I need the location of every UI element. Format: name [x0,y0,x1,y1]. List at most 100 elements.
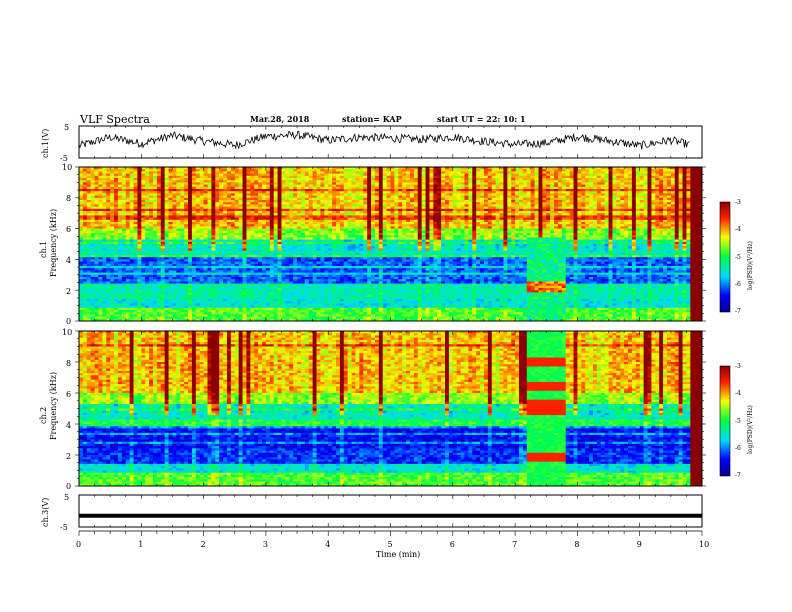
spectrogram-cell [238,180,243,183]
spectrogram-cell [355,173,360,177]
spectrogram-cell [417,182,423,185]
spectrogram-cell [215,206,220,210]
spectrogram-cell [141,200,146,203]
spectrogram-cell [503,222,508,225]
spectrogram-cell [663,173,668,177]
spectrogram-cell [515,228,520,232]
spectrogram-cell [215,197,220,201]
spectrogram-cell [515,208,520,212]
spectrogram-cell [557,167,563,170]
spectrogram-cell [690,217,695,221]
spectrogram-cell [226,182,232,185]
spectrogram-cell [332,184,337,188]
spectrogram-cell [277,215,282,218]
spectrogram-cell [215,215,220,218]
spectrogram-cell [589,224,594,227]
spectrogram-cell [363,217,368,221]
spectrogram-cell [635,195,641,199]
spectrogram-cell [476,178,481,181]
spectrogram-cell [355,233,360,236]
spectrogram-cell [184,178,189,181]
spectrogram-cell [542,195,547,199]
spectrogram-cell [596,204,602,207]
spectrogram-cell [483,224,489,227]
spectrogram-cell [472,222,477,225]
spectrogram-cell [289,182,294,185]
spectrogram-cell [678,228,683,232]
spectrogram-cell [238,191,243,194]
spectrogram-cell [172,206,177,210]
spectrogram-cell [538,213,543,216]
spectrogram-cell [133,175,138,179]
spectrogram-cell [690,195,695,199]
spectrogram-cell [655,180,660,183]
spectrogram-cell [106,206,111,210]
spectrogram-cell [616,169,621,172]
spectrogram-cell [176,195,181,199]
spectrogram-cell [258,233,263,236]
spectrogram-cell [565,206,571,210]
spectrogram-cell [581,215,586,218]
spectrogram-cell [339,222,345,225]
spectrogram-cell [670,217,676,221]
spectrogram-cell [682,171,687,174]
spectrogram-cell [448,233,454,236]
spectrogram-cell [223,206,228,210]
spectrogram-cell [639,226,644,229]
spectrogram-cell [90,228,95,232]
spectrogram-cell [417,200,423,203]
spectrogram-cell [511,224,516,227]
spectrogram-cell [320,230,325,234]
spectrogram-cell [188,208,193,212]
spectrogram-cell [343,230,349,234]
spectrogram-cell [631,175,637,179]
spectrogram-cell [316,195,321,199]
spectrogram-cell [647,173,652,177]
spectrogram-cell [82,206,88,210]
spectrogram-cell [694,213,699,216]
spectrogram-cell [678,178,683,181]
spectrogram-cell [600,224,606,227]
spectrogram-cell [476,226,481,229]
spectrogram-cell [468,182,473,185]
spectrogram-cell [129,197,134,201]
spectrogram-cell [643,184,648,188]
spectrogram-cell [694,173,699,177]
spectrogram-cell [561,182,567,185]
spectrogram-cell [320,202,325,205]
spectrogram-cell [604,217,609,221]
spectrogram-cell [226,211,232,214]
spectrogram-cell [363,213,368,216]
spectrogram-cell [604,171,609,174]
spectrogram-cell [608,197,613,201]
spectrogram-cell [495,217,500,221]
spectrogram-cell [581,182,586,185]
spectrogram-cell [300,186,306,190]
spectrogram-cell [445,204,450,207]
spectrogram-cell [592,182,598,185]
spectrogram-cell [359,200,364,203]
spectrogram-cell [515,206,520,210]
spectrogram-cell [180,222,185,225]
spectrogram-cell [117,178,123,181]
spectrogram-cell [219,219,224,223]
spectrogram-cell [363,173,368,177]
spectrogram-cell [230,213,236,216]
spectrogram-cell [448,211,454,214]
spectrogram-cell [133,169,138,172]
spectrogram-cell [335,217,341,221]
spectrogram-cell [425,204,430,207]
spectrogram-cell [110,195,115,199]
spectrogram-cell [624,180,629,183]
spectrogram-cell [686,224,691,227]
spectrogram-cell [503,193,508,196]
spectrogram-cell [207,171,212,174]
spectrogram-cell [550,175,555,179]
spectrogram-cell [678,186,683,190]
spectrogram-cell [546,200,551,203]
spectrogram-cell [624,206,629,210]
spectrogram-cell [495,182,500,185]
spectrogram-cell [542,230,547,234]
spectrogram-cell [429,215,434,218]
spectrogram-cell [468,180,473,183]
